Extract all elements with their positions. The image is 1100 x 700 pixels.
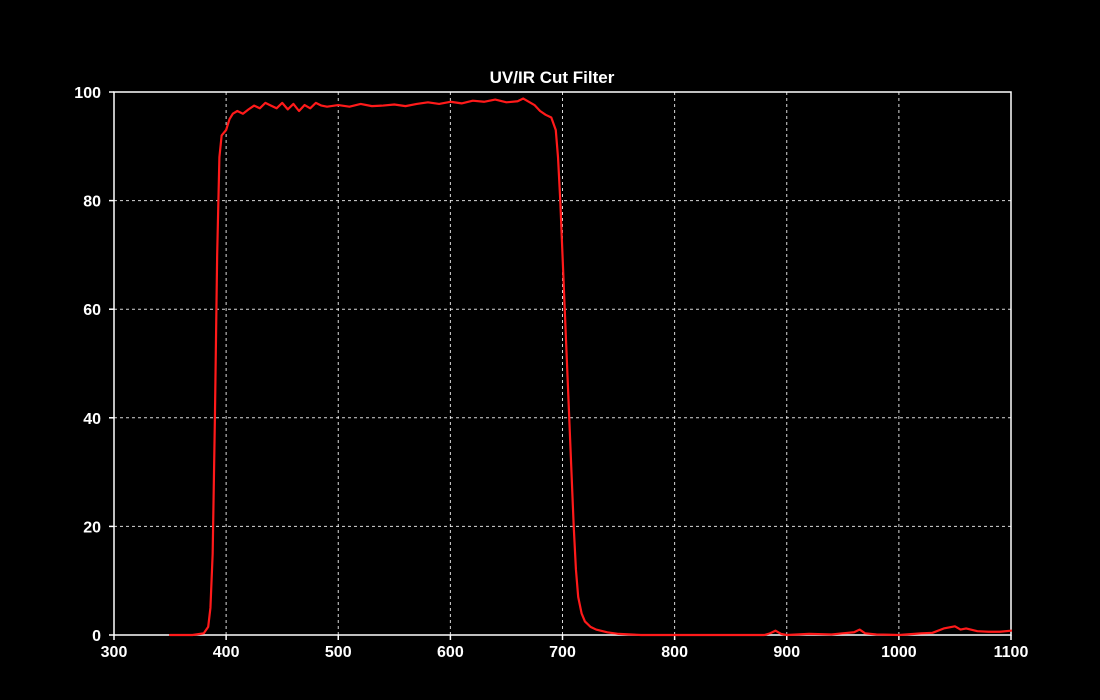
grid-lines bbox=[114, 92, 1011, 635]
x-tick-label-300: 300 bbox=[101, 644, 128, 661]
x-tick-label-1000: 1000 bbox=[881, 644, 917, 661]
x-tick-label-800: 800 bbox=[661, 644, 688, 661]
x-tick-label-700: 700 bbox=[549, 644, 576, 661]
y-tick-label-20: 20 bbox=[83, 519, 101, 536]
x-tick-label-400: 400 bbox=[213, 644, 240, 661]
x-axis-tick-labels: 300 400 500 600 700 800 900 1000 1100 bbox=[101, 644, 1029, 661]
x-tick-label-600: 600 bbox=[437, 644, 464, 661]
tick-marks bbox=[109, 91, 1012, 640]
series-line-0 bbox=[168, 97, 1013, 637]
y-tick-label-80: 80 bbox=[83, 194, 101, 211]
chart-title: UV/IR Cut Filter bbox=[490, 68, 615, 87]
x-tick-label-500: 500 bbox=[325, 644, 352, 661]
y-tick-label-40: 40 bbox=[83, 411, 101, 428]
series-layer bbox=[168, 97, 1013, 637]
y-tick-label-100: 100 bbox=[74, 85, 101, 102]
y-axis-tick-labels: 0 20 40 60 80 100 bbox=[74, 85, 101, 645]
y-tick-label-0: 0 bbox=[92, 628, 101, 645]
x-tick-label-1100: 1100 bbox=[994, 644, 1029, 661]
y-tick-label-60: 60 bbox=[83, 302, 101, 319]
x-tick-label-900: 900 bbox=[773, 644, 800, 661]
